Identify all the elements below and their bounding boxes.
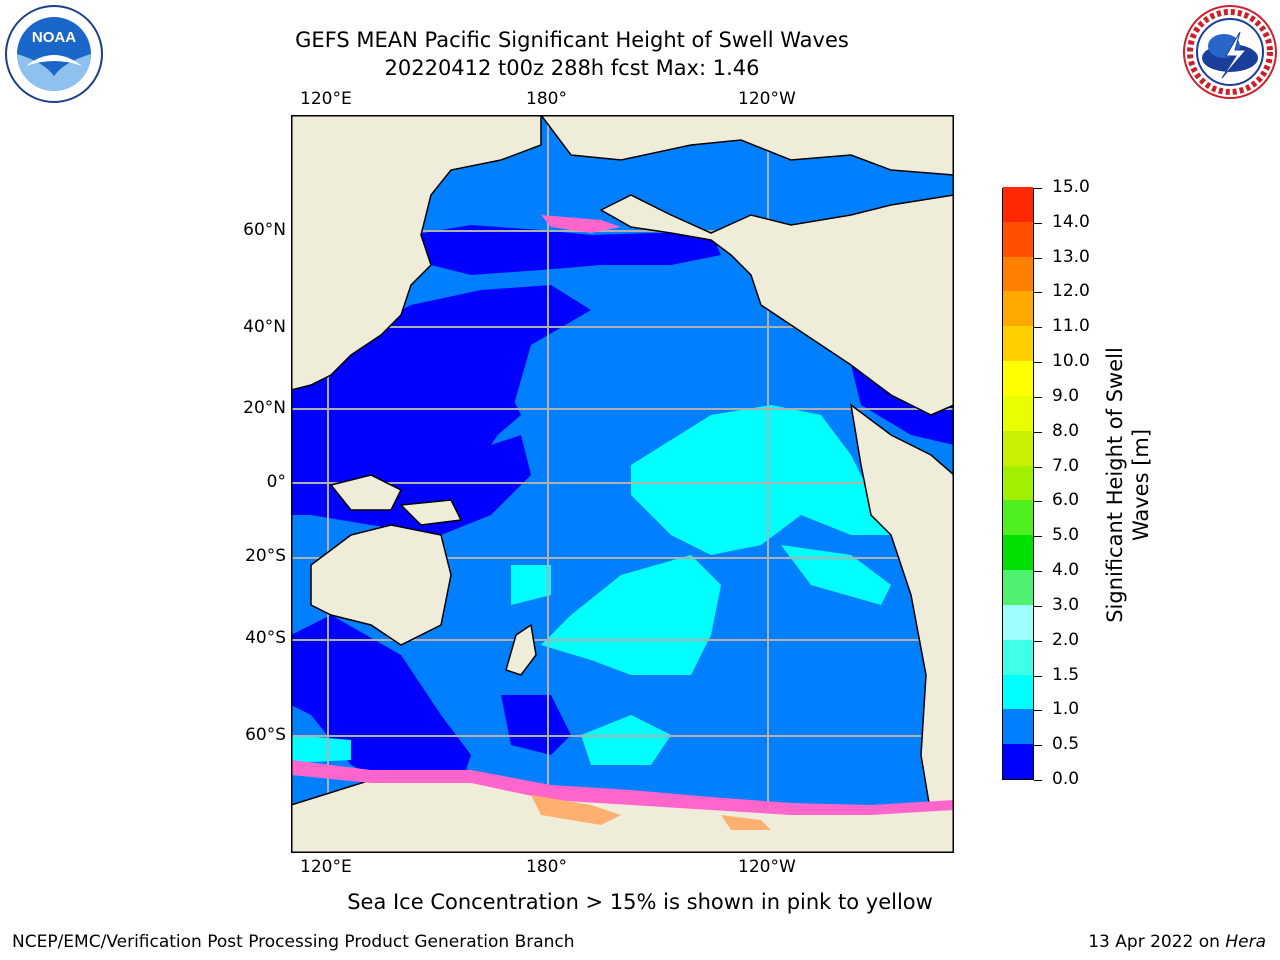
colorbar-segment	[1003, 499, 1033, 536]
colorbar-tick-mark	[1034, 466, 1042, 468]
colorbar-tick-label: 6.0	[1052, 490, 1080, 511]
sea-ice-note: Sea Ice Concentration > 15% is shown in …	[347, 890, 933, 914]
nws-logo	[1180, 2, 1280, 102]
colorbar-tick-mark	[1034, 257, 1042, 259]
colorbar-segment	[1003, 708, 1033, 745]
lon-label-bottom-120w: 120°W	[738, 857, 796, 877]
lat-label-60s: 60°S	[245, 725, 286, 745]
colorbar-segment	[1003, 325, 1033, 362]
lat-label-20n: 20°N	[243, 398, 286, 418]
colorbar-tick-label: 15.0	[1052, 177, 1090, 197]
svg-text:NOAA: NOAA	[32, 29, 76, 46]
colorbar-title-line-1: Significant Height of Swell	[1103, 347, 1127, 623]
colorbar-segment	[1003, 430, 1033, 466]
colorbar-tick-label: 3.0	[1052, 594, 1080, 615]
title-line-2: 20220412 t00z 288h fcst Max: 1.46	[384, 56, 760, 80]
lat-label-40n: 40°N	[243, 317, 286, 337]
colorbar-tick-label: 0.5	[1052, 734, 1080, 755]
lat-label-0: 0°	[266, 472, 286, 492]
lon-label-bottom-120e: 120°E	[300, 857, 352, 877]
colorbar-tick-mark	[1034, 675, 1042, 677]
land-masses	[291, 115, 954, 853]
colorbar-tick-label: 9.0	[1052, 385, 1080, 406]
colorbar-title: Significant Height of Swell Waves [m]	[1102, 347, 1154, 623]
map-svg	[291, 115, 954, 853]
colorbar-tick-label: 10.0	[1052, 351, 1090, 372]
lon-label-top-120e: 120°E	[300, 89, 352, 109]
sea-ice-high	[531, 795, 771, 830]
colorbar-tick-mark	[1034, 292, 1042, 294]
colorbar-tick-label: 0.0	[1052, 769, 1080, 789]
colorbar-tick-label: 1.0	[1052, 699, 1080, 720]
colorbar-tick-mark	[1034, 640, 1042, 642]
colorbar-tick-mark	[1034, 327, 1042, 329]
colorbar-tick-label: 12.0	[1052, 281, 1090, 302]
lat-label-60n: 60°N	[243, 220, 286, 240]
mid-swell-regions	[291, 405, 911, 765]
colorbar-tick-label: 7.0	[1052, 455, 1080, 476]
colorbar-tick-mark	[1034, 222, 1042, 224]
title-line-1: GEFS MEAN Pacific Significant Height of …	[295, 28, 849, 52]
footer-date-text: 13 Apr 2022 on	[1088, 932, 1226, 952]
map-frame	[291, 115, 954, 853]
colorbar-segment	[1003, 604, 1033, 640]
colorbar-segment	[1003, 674, 1033, 710]
colorbar-tick-mark	[1034, 362, 1042, 364]
colorbar-segment	[1003, 569, 1033, 605]
sea-ice	[291, 215, 954, 815]
lon-label-top-120w: 120°W	[738, 89, 796, 109]
colorbar-title-line-2: Waves [m]	[1129, 428, 1153, 542]
colorbar-tick-mark	[1034, 188, 1042, 189]
colorbar-tick-mark	[1034, 501, 1042, 503]
map-panel	[291, 115, 954, 853]
colorbar-segment	[1003, 221, 1033, 257]
chart-title: GEFS MEAN Pacific Significant Height of …	[222, 26, 922, 82]
colorbar-segment	[1003, 186, 1033, 222]
colorbar-tick-label: 14.0	[1052, 211, 1090, 232]
colorbar-segment	[1003, 465, 1033, 501]
colorbar-segment	[1003, 256, 1033, 292]
lat-label-40s: 40°S	[245, 628, 286, 648]
footer-host: Hera	[1225, 932, 1266, 952]
colorbar-tick-label: 13.0	[1052, 246, 1090, 267]
colorbar-tick-label: 11.0	[1052, 316, 1090, 337]
colorbar-tick-label: 8.0	[1052, 420, 1080, 441]
colorbar-segment	[1003, 639, 1033, 675]
colorbar-tick-mark	[1034, 745, 1042, 747]
colorbar-segment	[1003, 395, 1033, 431]
footer-credit: NCEP/EMC/Verification Post Processing Pr…	[12, 932, 575, 952]
colorbar-tick-label: 2.0	[1052, 629, 1080, 650]
colorbar-tick-mark	[1034, 605, 1042, 607]
colorbar-segment	[1003, 290, 1033, 327]
colorbar-segment	[1003, 743, 1033, 779]
lon-label-bottom-180: 180°	[526, 857, 567, 877]
colorbar-segment	[1003, 534, 1033, 571]
colorbar-tick-mark	[1034, 571, 1042, 573]
colorbar-tick-label: 1.5	[1052, 664, 1080, 685]
footer-date: 13 Apr 2022 on Hera	[1088, 932, 1266, 952]
colorbar-tick-label: 4.0	[1052, 560, 1080, 581]
colorbar-tick-mark	[1034, 396, 1042, 398]
lat-label-20s: 20°S	[245, 546, 286, 566]
colorbar-tick-label: 5.0	[1052, 525, 1080, 546]
colorbar-tick-mark	[1034, 780, 1042, 781]
colorbar-tick-mark	[1034, 710, 1042, 712]
colorbar	[1002, 186, 1034, 780]
lon-label-top-180: 180°	[526, 89, 567, 109]
noaa-logo: NOAA	[4, 4, 104, 104]
colorbar-segment	[1003, 360, 1033, 396]
colorbar-tick-mark	[1034, 431, 1042, 433]
colorbar-tick-mark	[1034, 536, 1042, 538]
